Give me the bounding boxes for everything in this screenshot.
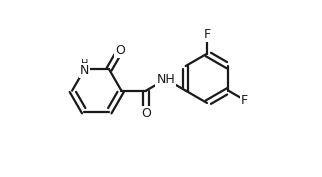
Text: NH: NH [156, 73, 175, 86]
Text: N: N [80, 64, 89, 77]
Text: O: O [141, 107, 151, 120]
Text: O: O [115, 44, 125, 57]
Text: H: H [81, 59, 88, 69]
Text: F: F [204, 28, 211, 41]
Text: F: F [241, 94, 248, 107]
